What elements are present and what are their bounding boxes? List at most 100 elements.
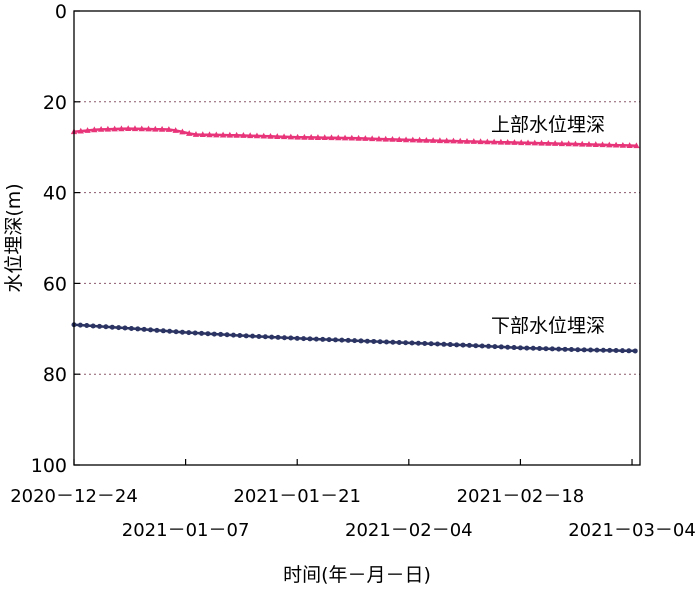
- data-point: [301, 336, 307, 342]
- data-point: [111, 125, 118, 132]
- data-point: [626, 142, 633, 148]
- data-point: [505, 344, 511, 350]
- data-point: [599, 141, 606, 148]
- data-point: [562, 346, 568, 352]
- data-point: [607, 347, 613, 353]
- data-point: [97, 323, 103, 329]
- data-point: [233, 131, 240, 138]
- data-point: [267, 132, 274, 139]
- plot-series: [70, 125, 640, 354]
- data-point: [511, 139, 518, 145]
- data-point: [125, 125, 132, 132]
- data-point: [396, 339, 402, 345]
- data-point: [148, 327, 154, 333]
- data-point: [588, 347, 594, 353]
- data-point: [382, 135, 389, 142]
- data-point: [517, 345, 523, 351]
- data-point: [186, 330, 192, 336]
- data-point: [122, 325, 128, 331]
- data-point: [497, 138, 505, 145]
- data-point: [524, 139, 532, 146]
- data-point: [358, 338, 364, 344]
- data-point: [352, 338, 358, 344]
- data-point: [473, 343, 479, 349]
- data-point: [335, 134, 342, 141]
- data-point: [253, 132, 261, 139]
- data-point: [211, 331, 217, 337]
- data-point: [206, 131, 213, 138]
- data-point: [246, 132, 254, 139]
- data-point: [141, 326, 147, 332]
- data-point: [321, 134, 328, 141]
- data-point: [131, 125, 139, 132]
- data-point: [250, 333, 256, 339]
- axis-ticks: 0 20 40 60 80 100 2020－12－24 2021－01－07 2021－01－…: [10, 1, 696, 541]
- data-point: [152, 125, 159, 132]
- x-tick-label: 2020－12－24: [10, 486, 138, 507]
- data-point: [543, 346, 549, 352]
- data-point: [281, 335, 287, 341]
- data-point: [422, 341, 428, 347]
- data-point: [326, 337, 332, 343]
- y-tick-label: 20: [43, 92, 67, 114]
- data-point: [256, 333, 262, 339]
- data-point: [341, 134, 349, 141]
- data-point: [632, 348, 638, 354]
- grid-lines: [74, 101, 640, 375]
- data-point: [416, 136, 423, 143]
- data-point: [199, 131, 206, 138]
- data-point: [396, 136, 403, 143]
- data-point: [218, 331, 224, 337]
- x-axis-title: 时间(年－月－日): [283, 564, 431, 586]
- data-point: [160, 328, 166, 334]
- data-point: [294, 335, 300, 341]
- data-point: [307, 134, 315, 140]
- data-point: [77, 127, 84, 134]
- data-point: [274, 133, 281, 139]
- x-tick-label: 2021－01－21: [233, 486, 361, 507]
- data-point: [243, 333, 249, 339]
- data-point: [389, 136, 396, 142]
- data-point: [91, 126, 98, 133]
- data-point: [613, 348, 619, 354]
- data-point: [415, 340, 421, 346]
- data-point: [460, 342, 466, 348]
- data-point: [477, 138, 484, 145]
- data-point: [537, 345, 543, 351]
- data-point: [450, 137, 457, 144]
- data-point: [179, 329, 185, 335]
- data-point: [90, 323, 96, 329]
- series-label: 上部水位埋深: [491, 114, 605, 136]
- data-point: [428, 341, 434, 347]
- data-point: [633, 142, 640, 149]
- data-point: [484, 138, 491, 145]
- data-point: [498, 344, 504, 350]
- data-point: [262, 334, 268, 340]
- data-point: [383, 339, 389, 345]
- data-point: [328, 134, 335, 141]
- data-point: [280, 133, 288, 140]
- data-point: [371, 338, 377, 344]
- data-point: [549, 346, 555, 352]
- x-tick-label: 2021－02－04: [345, 520, 473, 541]
- data-point: [435, 341, 441, 347]
- data-point: [260, 132, 267, 139]
- data-point: [138, 125, 145, 132]
- data-point: [518, 139, 525, 146]
- data-point: [409, 136, 417, 143]
- data-point: [545, 139, 552, 146]
- plot-frame: [73, 10, 641, 466]
- data-point: [219, 131, 227, 138]
- data-point: [145, 125, 152, 132]
- y-tick-label: 100: [31, 455, 67, 477]
- data-point: [165, 126, 173, 132]
- data-point: [294, 133, 301, 140]
- data-point: [579, 140, 586, 147]
- data-point: [447, 342, 453, 348]
- data-point: [320, 336, 326, 342]
- data-point: [240, 132, 247, 138]
- data-point: [307, 336, 313, 342]
- data-point: [84, 127, 91, 133]
- data-point: [551, 140, 559, 146]
